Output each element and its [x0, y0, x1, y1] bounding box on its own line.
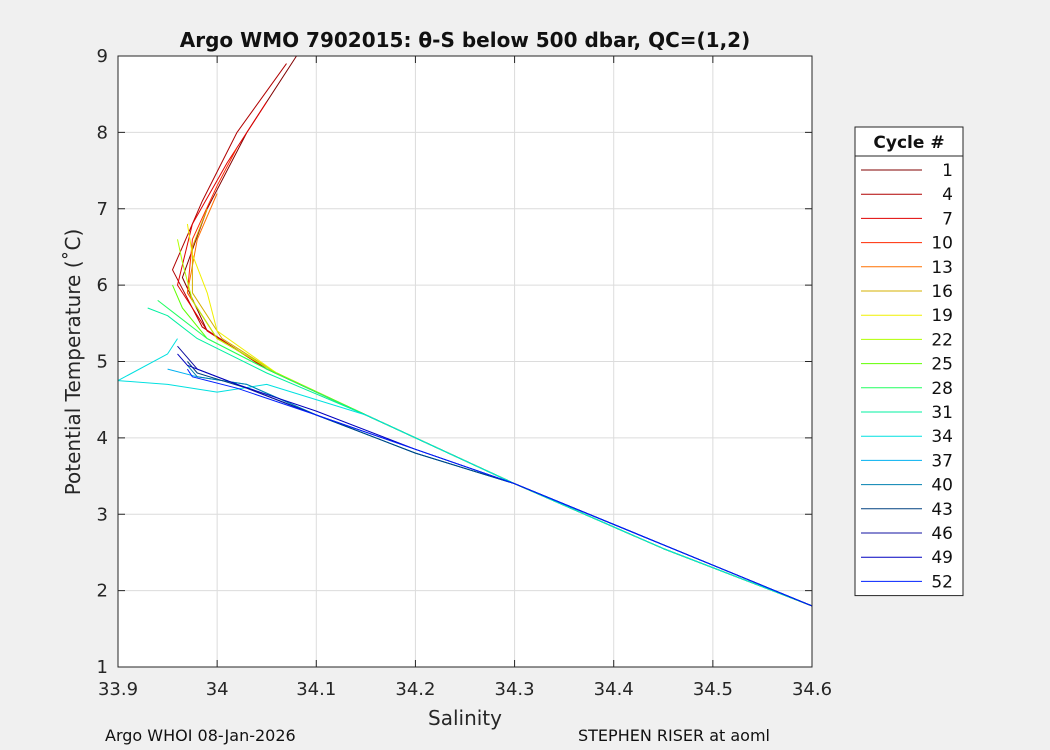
- legend-title: Cycle #: [873, 133, 944, 153]
- legend-entry-cycle-37: 37: [931, 451, 953, 471]
- y-tick-label: 1: [97, 657, 108, 678]
- legend-entry-cycle-28: 28: [931, 379, 953, 399]
- x-tick-label: 34.6: [792, 679, 832, 700]
- legend-entry-cycle-7: 7: [942, 209, 953, 229]
- x-tick-label: 34.2: [395, 679, 435, 700]
- legend: Cycle # 1 4 7 10 13 16 19 22 25 28 31 34 37 40 43 46 49 52: [854, 126, 964, 597]
- x-tick-label: 34.4: [594, 679, 634, 700]
- x-tick-label: 34.3: [495, 679, 535, 700]
- legend-entry-cycle-19: 19: [931, 306, 953, 326]
- x-axis-label: Salinity: [428, 706, 502, 730]
- legend-entry-cycle-34: 34: [931, 427, 953, 447]
- x-tick-label: 34: [206, 679, 229, 700]
- legend-entry-cycle-40: 40: [931, 476, 953, 496]
- legend-entry-cycle-22: 22: [931, 330, 953, 350]
- legend-entry-cycle-43: 43: [931, 500, 953, 520]
- series-line-cycle-52: [186, 368, 813, 607]
- y-tick-label: 6: [97, 275, 108, 296]
- legend-entry-cycle-13: 13: [931, 258, 953, 278]
- series-layer: [117, 55, 813, 607]
- legend-entry-cycle-1: 1: [942, 161, 953, 181]
- legend-entry-cycle-25: 25: [931, 355, 953, 375]
- legend-entry-cycle-46: 46: [931, 524, 953, 544]
- legend-entry-cycle-10: 10: [931, 234, 953, 254]
- y-tick-label: 2: [97, 581, 108, 602]
- x-tick-label: 34.1: [296, 679, 336, 700]
- chart-title: Argo WMO 7902015: θ-S below 500 dbar, QC…: [180, 28, 750, 52]
- legend-entry-cycle-49: 49: [931, 548, 953, 568]
- y-tick-label: 9: [97, 46, 108, 67]
- y-tick-label: 4: [97, 428, 108, 449]
- x-tick-label: 33.9: [98, 679, 138, 700]
- series-line-cycle-34: [117, 338, 813, 607]
- y-tick-label: 7: [97, 199, 108, 220]
- y-tick-label: 3: [97, 504, 108, 525]
- y-tick-label: 8: [97, 122, 108, 143]
- legend-entry-cycle-31: 31: [931, 403, 953, 423]
- legend-box: [854, 126, 964, 597]
- legend-entry-cycle-16: 16: [931, 282, 953, 302]
- x-tick-label: 34.5: [693, 679, 733, 700]
- y-axis-label: Potential Temperature (˚C): [61, 229, 85, 496]
- footer-right-credit: STEPHEN RISER at aoml: [578, 726, 770, 745]
- legend-entry-cycle-4: 4: [942, 185, 953, 205]
- footer-left-credit: Argo WHOI 08-Jan-2026: [105, 726, 296, 745]
- y-tick-label: 5: [97, 352, 108, 373]
- legend-entry-cycle-52: 52: [931, 572, 953, 592]
